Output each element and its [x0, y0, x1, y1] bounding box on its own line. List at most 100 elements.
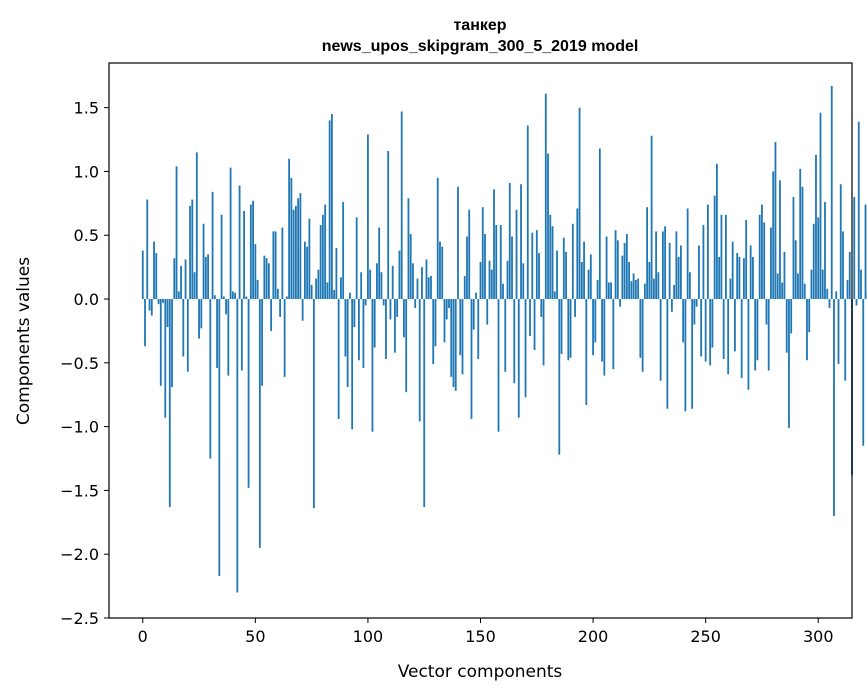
- bar: [299, 193, 302, 300]
- bar: [146, 199, 149, 300]
- bar: [218, 299, 221, 576]
- bar: [276, 288, 279, 300]
- bar: [229, 167, 232, 300]
- bar: [209, 299, 212, 459]
- bar: [846, 279, 849, 300]
- bar: [529, 299, 531, 337]
- bar: [756, 299, 759, 361]
- bar: [333, 290, 336, 300]
- bar: [198, 299, 200, 339]
- bar: [166, 299, 169, 328]
- bar: [558, 299, 561, 455]
- bar: [421, 267, 423, 300]
- bar: [265, 258, 268, 300]
- bar: [488, 260, 491, 300]
- bar: [670, 299, 673, 312]
- bar: [700, 299, 703, 357]
- bar: [184, 259, 187, 300]
- bar: [538, 253, 540, 300]
- bar: [691, 299, 694, 409]
- bar: [659, 299, 662, 381]
- bar: [249, 204, 252, 300]
- bar: [603, 299, 606, 376]
- bar: [560, 299, 563, 354]
- bar: [585, 299, 588, 405]
- bar: [382, 299, 385, 306]
- bar: [630, 281, 633, 300]
- bar: [740, 299, 743, 379]
- bar: [281, 227, 284, 300]
- bar: [398, 250, 401, 300]
- bar: [707, 204, 709, 300]
- bar: [632, 273, 635, 300]
- bar: [860, 269, 862, 300]
- bar: [168, 299, 171, 507]
- y-tick-label: −2.0: [60, 545, 99, 564]
- bar: [475, 292, 477, 300]
- bar: [387, 151, 390, 300]
- bar: [283, 299, 286, 377]
- bar: [303, 241, 306, 300]
- bar: [164, 299, 167, 418]
- bar: [731, 241, 734, 300]
- bar: [824, 202, 826, 300]
- bar: [628, 262, 630, 300]
- bar: [794, 240, 797, 300]
- bar: [589, 254, 592, 300]
- bar: [373, 299, 376, 348]
- bar: [797, 273, 799, 300]
- bar: [727, 299, 730, 375]
- bar: [261, 299, 263, 386]
- bar: [729, 278, 732, 300]
- bar: [432, 299, 435, 365]
- bar: [423, 299, 426, 507]
- bar: [144, 299, 146, 347]
- bar: [324, 204, 327, 300]
- x-axis-label: Vector components: [398, 662, 563, 682]
- bar: [472, 299, 475, 330]
- bar: [175, 166, 178, 300]
- bar: [189, 205, 191, 300]
- bar: [351, 299, 354, 430]
- bar: [607, 282, 610, 300]
- bar: [781, 282, 784, 300]
- bar: [562, 237, 565, 300]
- y-axis-label: Components values: [14, 257, 34, 425]
- bar: [439, 241, 441, 300]
- bar: [713, 195, 716, 300]
- bar: [790, 299, 793, 334]
- bar: [443, 299, 446, 343]
- bar: [698, 245, 700, 300]
- bar: [495, 225, 498, 300]
- bar: [213, 295, 216, 300]
- bar: [434, 299, 437, 347]
- bar: [513, 299, 516, 384]
- x-tick-label: 50: [245, 627, 265, 646]
- bar: [342, 202, 345, 300]
- bar: [173, 258, 176, 300]
- bar: [853, 196, 856, 300]
- bar: [486, 299, 489, 325]
- bar: [204, 256, 207, 300]
- bar: [349, 292, 351, 300]
- bar: [310, 285, 313, 300]
- bar: [369, 269, 372, 300]
- bar: [200, 299, 203, 329]
- bar: [704, 299, 707, 362]
- bar: [315, 278, 318, 300]
- bar: [799, 168, 802, 300]
- bar: [358, 299, 360, 361]
- bar: [371, 299, 374, 432]
- bar: [148, 299, 151, 311]
- bar: [459, 299, 462, 356]
- bar: [839, 184, 842, 300]
- bars-group: [141, 85, 867, 593]
- bar: [267, 263, 270, 300]
- bar: [844, 299, 847, 381]
- bar: [517, 299, 520, 418]
- bar: [216, 299, 218, 368]
- bar: [367, 134, 369, 300]
- bar: [679, 245, 682, 300]
- bar: [643, 283, 646, 300]
- bar: [864, 204, 867, 300]
